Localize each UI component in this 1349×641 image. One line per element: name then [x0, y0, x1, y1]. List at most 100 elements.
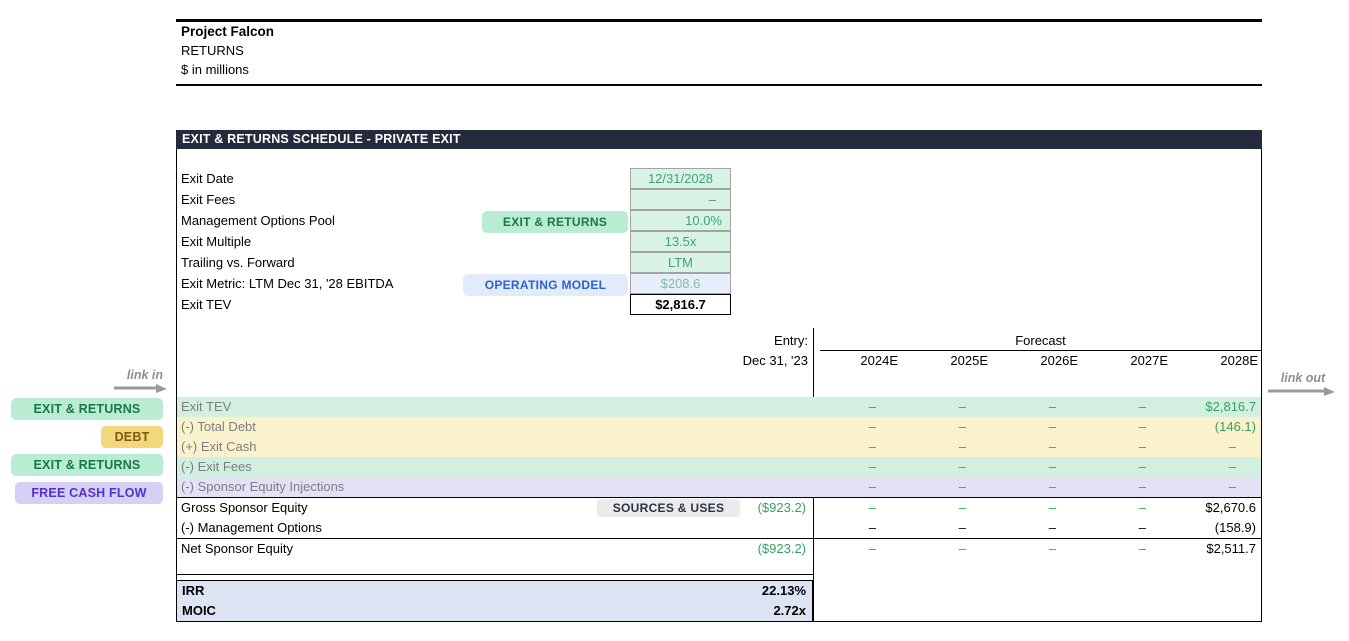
- link-in-label: link in: [126, 368, 163, 382]
- cell-2026E-net-sponsor-equity: –: [1048, 541, 1056, 556]
- row-label-exit-cash: (+) Exit Cash: [181, 439, 257, 454]
- year-header-2025E: 2025E: [950, 353, 988, 368]
- link-out-arrow-icon: [1268, 387, 1335, 396]
- cell-2024E-exit-fees: –: [868, 459, 876, 474]
- year-header-2024E: 2024E: [860, 353, 898, 368]
- cell-2024E-sponsor-equity-injections: –: [868, 479, 876, 494]
- cell-2026E-gross-sponsor-equity: –: [1048, 500, 1056, 515]
- row-band-exit-fees: [177, 457, 1261, 477]
- cell-2024E-management-options: –: [868, 520, 876, 535]
- table-right-border: [1261, 149, 1262, 622]
- source-pill-exit-returns-2[interactable]: EXIT & RETURNS: [11, 454, 163, 476]
- row-band-exit-tev: [177, 397, 1261, 417]
- cell-2028E-net-sponsor-equity: $2,511.7: [1206, 541, 1256, 556]
- cell-2024E-exit-cash: –: [868, 439, 876, 454]
- gross-equity-top-rule: [177, 497, 1261, 498]
- table-left-border: [176, 149, 177, 580]
- assumption-label-exit-tev: Exit TEV: [181, 297, 232, 312]
- entry-column-header: Entry:: [774, 333, 808, 348]
- cell-2025E-sponsor-equity-injections: –: [958, 479, 966, 494]
- row-label-exit-fees: (-) Exit Fees: [181, 459, 252, 474]
- assumption-value-trailing-vs-forward[interactable]: LTM: [630, 252, 731, 273]
- forecast-header: Forecast: [1015, 333, 1066, 348]
- source-pill-exit-returns-0[interactable]: EXIT & RETURNS: [11, 398, 163, 420]
- cell-2027E-net-sponsor-equity: –: [1138, 541, 1146, 556]
- section-title-bar: EXIT & RETURNS SCHEDULE - PRIVATE EXIT: [176, 130, 1262, 149]
- row-label-net-sponsor-equity: Net Sponsor Equity: [181, 541, 294, 556]
- cell-2025E-management-options: –: [958, 520, 966, 535]
- assumption-value-exit-multiple[interactable]: 13.5x: [630, 231, 731, 252]
- cell-2028E-exit-cash: –: [1228, 439, 1236, 454]
- year-header-2027E: 2027E: [1130, 353, 1168, 368]
- year-header-2026E: 2026E: [1040, 353, 1078, 368]
- year-header-2028E: 2028E: [1220, 353, 1258, 368]
- metrics-box: [176, 580, 813, 622]
- assumption-label-exit-metric-ltm-dec-31-28-ebitda: Exit Metric: LTM Dec 31, '28 EBITDA: [181, 276, 394, 291]
- assumption-label-exit-multiple: Exit Multiple: [181, 234, 252, 249]
- assumption-value-exit-tev: $2,816.7: [630, 294, 731, 315]
- row-band-exit-cash: [177, 437, 1261, 457]
- table-bottom-rule: [813, 621, 1261, 622]
- cell-2025E-exit-cash: –: [958, 439, 966, 454]
- assumption-value-management-options-pool[interactable]: 10.0%: [630, 210, 731, 231]
- cell-2025E-net-sponsor-equity: –: [958, 541, 966, 556]
- forecast-underline: [820, 350, 1261, 351]
- tag-sources-uses[interactable]: SOURCES & USES: [597, 499, 740, 517]
- row-band-total-debt: [177, 417, 1261, 437]
- row-label-gross-sponsor-equity: Gross Sponsor Equity: [181, 500, 308, 515]
- row-label-management-options: (-) Management Options: [181, 520, 322, 535]
- assumption-label-management-options-pool: Management Options Pool: [181, 213, 335, 228]
- tag-exit-returns[interactable]: EXIT & RETURNS: [482, 210, 628, 233]
- cell-2028E-total-debt: (146.1): [1214, 419, 1256, 434]
- header-top-rule: [176, 19, 1262, 22]
- tag-operating-model[interactable]: OPERATING MODEL: [463, 273, 628, 296]
- cell-2028E-management-options: (158.9): [1214, 520, 1256, 535]
- assumption-label-exit-date: Exit Date: [181, 171, 234, 186]
- row-label-total-debt: (-) Total Debt: [181, 419, 256, 434]
- cell-2025E-gross-sponsor-equity: –: [958, 500, 966, 515]
- entry-column-date: Dec 31, '23: [742, 353, 808, 368]
- irr-label: IRR: [182, 583, 205, 598]
- cell-2026E-total-debt: –: [1048, 419, 1056, 434]
- cell-2026E-sponsor-equity-injections: –: [1048, 479, 1056, 494]
- row-label-exit-tev: Exit TEV: [181, 399, 232, 414]
- cell-2027E-gross-sponsor-equity: –: [1138, 500, 1146, 515]
- cell-2025E-exit-tev: –: [958, 399, 966, 414]
- cell-2024E-net-sponsor-equity: –: [868, 541, 876, 556]
- cell-2027E-management-options: –: [1138, 520, 1146, 535]
- cell-entry-gross-sponsor-equity: ($923.2): [757, 500, 806, 515]
- cell-2027E-exit-cash: –: [1138, 439, 1146, 454]
- cell-2027E-total-debt: –: [1138, 419, 1146, 434]
- assumption-value-exit-fees[interactable]: –: [630, 189, 731, 210]
- header-bottom-rule: [176, 84, 1262, 86]
- link-out-label: link out: [1280, 371, 1326, 385]
- cell-2028E-exit-fees: –: [1228, 459, 1236, 474]
- assumption-value-exit-date[interactable]: 12/31/2028: [630, 168, 731, 189]
- cell-2028E-gross-sponsor-equity: $2,670.6: [1205, 500, 1256, 515]
- row-band-sponsor-equity-injections: [177, 477, 1261, 497]
- page-subtitle: RETURNS: [181, 43, 244, 58]
- assumption-label-trailing-vs-forward: Trailing vs. Forward: [181, 255, 295, 270]
- moic-label: MOIC: [182, 603, 216, 618]
- cell-2024E-gross-sponsor-equity: –: [868, 500, 876, 515]
- cell-2026E-exit-cash: –: [1048, 439, 1056, 454]
- irr-value: 22.13%: [761, 583, 806, 598]
- cell-2027E-exit-tev: –: [1138, 399, 1146, 414]
- cell-2028E-exit-tev: $2,816.7: [1205, 399, 1256, 414]
- source-pill-free-cash-flow-3[interactable]: FREE CASH FLOW: [15, 482, 163, 504]
- entry-block-bottom-rule: [177, 574, 813, 575]
- net-equity-top-rule: [177, 538, 1261, 539]
- units-label: $ in millions: [181, 62, 249, 77]
- source-pill-debt-1[interactable]: DEBT: [101, 426, 163, 448]
- assumption-label-exit-fees: Exit Fees: [181, 192, 236, 207]
- cell-2024E-total-debt: –: [868, 419, 876, 434]
- cell-2025E-exit-fees: –: [958, 459, 966, 474]
- moic-value: 2.72x: [773, 603, 806, 618]
- assumption-value-exit-metric-ltm-dec-31-28-ebitda: $208.6: [630, 273, 731, 294]
- cell-2028E-sponsor-equity-injections: –: [1228, 479, 1236, 494]
- cell-2027E-sponsor-equity-injections: –: [1138, 479, 1146, 494]
- cell-entry-net-sponsor-equity: ($923.2): [757, 541, 806, 556]
- cell-2026E-exit-tev: –: [1048, 399, 1056, 414]
- page-title: Project Falcon: [181, 24, 275, 39]
